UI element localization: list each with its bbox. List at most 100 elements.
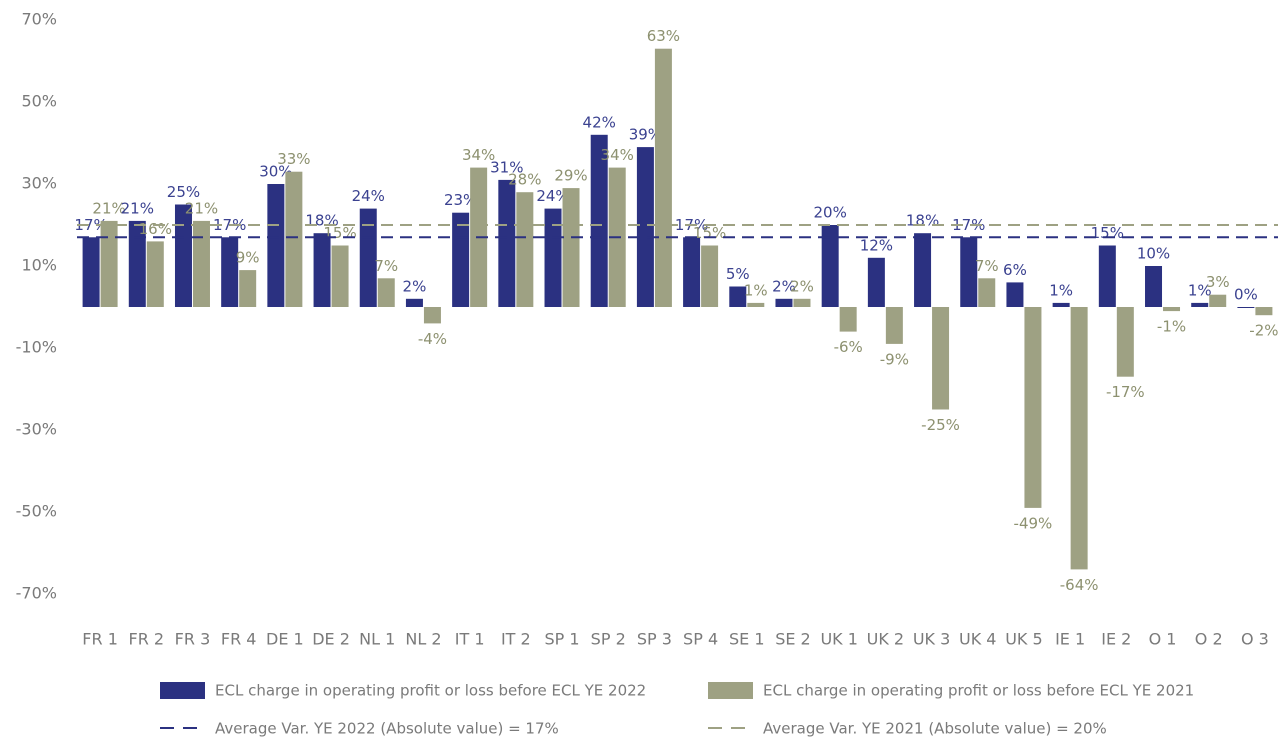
value-label: 9% (236, 249, 260, 267)
legend-swatch (160, 682, 205, 699)
value-label: -64% (1060, 576, 1099, 594)
y-tick-label: 30% (21, 174, 57, 193)
value-label: 2% (772, 277, 796, 295)
bar (1098, 245, 1116, 307)
bar (544, 208, 562, 307)
bar (775, 298, 793, 307)
y-tick-label: -30% (16, 420, 57, 439)
bar (377, 278, 395, 307)
value-label: 33% (277, 150, 310, 168)
value-label: 2% (403, 277, 427, 295)
x-tick-label: UK 1 (820, 630, 857, 649)
value-label: 15% (1091, 224, 1124, 242)
bar (192, 220, 210, 307)
x-tick-label: O 3 (1241, 630, 1269, 649)
value-label: 10% (1137, 245, 1170, 263)
x-tick-label: IE 2 (1101, 630, 1131, 649)
x-tick-label: IE 1 (1055, 630, 1085, 649)
x-tick-label: SP 3 (637, 630, 672, 649)
legend-label: ECL charge in operating profit or loss b… (763, 682, 1194, 700)
value-label: 24% (536, 187, 569, 205)
value-label: 7% (374, 257, 398, 275)
y-tick-label: -10% (16, 338, 57, 357)
bar (839, 307, 857, 332)
bar (1163, 307, 1181, 312)
value-label: 0% (1234, 286, 1258, 304)
value-label: 28% (508, 171, 541, 189)
bar (1209, 294, 1227, 307)
x-tick-label: FR 1 (82, 630, 118, 649)
bar (1052, 302, 1070, 307)
bar (405, 298, 423, 307)
value-label: 39% (629, 126, 662, 144)
x-tick-label: SP 2 (591, 630, 626, 649)
value-label: 20% (814, 204, 847, 222)
value-label: -17% (1106, 383, 1145, 401)
x-tick-label: SP 1 (544, 630, 579, 649)
bar (516, 192, 534, 307)
x-tick-label: O 1 (1149, 630, 1177, 649)
value-label: 34% (601, 146, 634, 164)
bar (285, 171, 303, 307)
value-label: 12% (860, 236, 893, 254)
bar (1070, 307, 1088, 570)
value-label: 7% (975, 257, 999, 275)
value-label: 16% (139, 220, 172, 238)
bar (867, 257, 885, 307)
bar (359, 208, 377, 307)
bar (498, 179, 516, 307)
value-label: 21% (92, 199, 125, 217)
bar (1024, 307, 1042, 508)
value-label: -25% (921, 416, 960, 434)
x-tick-label: NL 1 (359, 630, 395, 649)
x-tick-label: UK 3 (913, 630, 950, 649)
bar (267, 184, 285, 307)
value-label: 3% (1206, 273, 1230, 291)
value-label: 1% (1049, 281, 1073, 299)
legend-label: Average Var. YE 2022 (Absolute value) = … (215, 720, 559, 737)
bar (331, 245, 349, 307)
x-tick-label: UK 4 (959, 630, 996, 649)
value-label: 23% (444, 191, 477, 209)
value-label: -1% (1157, 318, 1186, 336)
x-tick-label: IT 2 (501, 630, 531, 649)
legend-label: ECL charge in operating profit or loss b… (215, 682, 646, 700)
x-tick-label: UK 5 (1005, 630, 1042, 649)
bar (590, 134, 608, 307)
value-label: 21% (185, 199, 218, 217)
bar (683, 237, 701, 307)
bar (423, 307, 441, 324)
value-label: 21% (121, 199, 154, 217)
bar (747, 302, 765, 307)
bar (239, 270, 257, 307)
bar (100, 220, 118, 307)
value-label: -2% (1249, 322, 1278, 340)
value-label: -9% (880, 350, 909, 368)
bar (452, 212, 470, 307)
bar (1006, 282, 1024, 307)
bar (1191, 302, 1209, 307)
value-label: 1% (744, 281, 768, 299)
value-label: 34% (462, 146, 495, 164)
value-label: 6% (1003, 261, 1027, 279)
bar (885, 307, 903, 344)
bar (82, 237, 100, 307)
bar (701, 245, 719, 307)
bar (174, 204, 192, 307)
x-tick-label: SE 1 (729, 630, 765, 649)
y-tick-label: 50% (21, 92, 57, 111)
y-tick-label: -50% (16, 502, 57, 521)
bar (1237, 307, 1255, 308)
value-label: 31% (490, 158, 523, 176)
x-tick-label: FR 3 (175, 630, 211, 649)
x-tick-label: FR 2 (128, 630, 164, 649)
x-tick-label: SP 4 (683, 630, 718, 649)
y-tick-label: 70% (21, 10, 57, 29)
x-tick-label: DE 1 (266, 630, 304, 649)
bar (313, 233, 331, 307)
x-tick-label: FR 4 (221, 630, 257, 649)
value-label: 2% (790, 277, 814, 295)
value-label: -49% (1014, 514, 1053, 532)
bar (1255, 307, 1273, 316)
